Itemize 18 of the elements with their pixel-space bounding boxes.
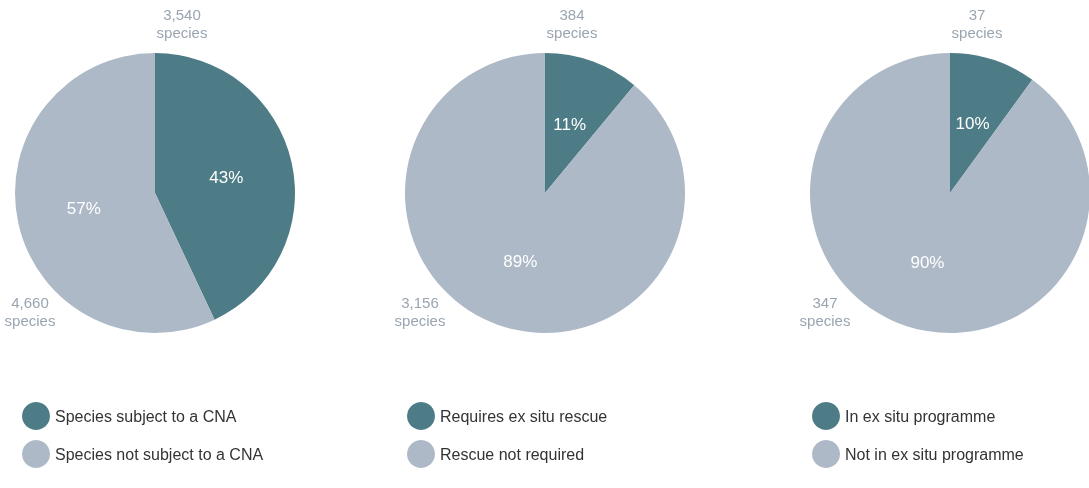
- text: 37 species: [951, 5, 1003, 41]
- text: 3,540 species: [156, 5, 208, 41]
- legend-label: Rescue not required: [440, 445, 585, 463]
- data-label: 11%: [553, 114, 587, 134]
- data-label: 43%: [209, 167, 244, 187]
- text: 347 species: [799, 293, 851, 329]
- text: 3,156 species: [394, 293, 446, 329]
- text: 4,660 species: [4, 293, 56, 329]
- legend-label: Species not subject to a CNA: [55, 445, 264, 463]
- text: 384 species: [546, 5, 598, 41]
- data-label: 10%: [955, 114, 990, 134]
- legend-label: Requires ex situ rescue: [440, 407, 608, 425]
- legend-label: Not in ex situ programme: [845, 445, 1024, 463]
- legend-label: In ex situ programme: [845, 407, 996, 425]
- data-label: 57%: [66, 199, 101, 219]
- data-label: 90%: [910, 252, 945, 272]
- legend-label: Species subject to a CNA: [55, 407, 237, 425]
- data-label: 89%: [503, 252, 538, 272]
